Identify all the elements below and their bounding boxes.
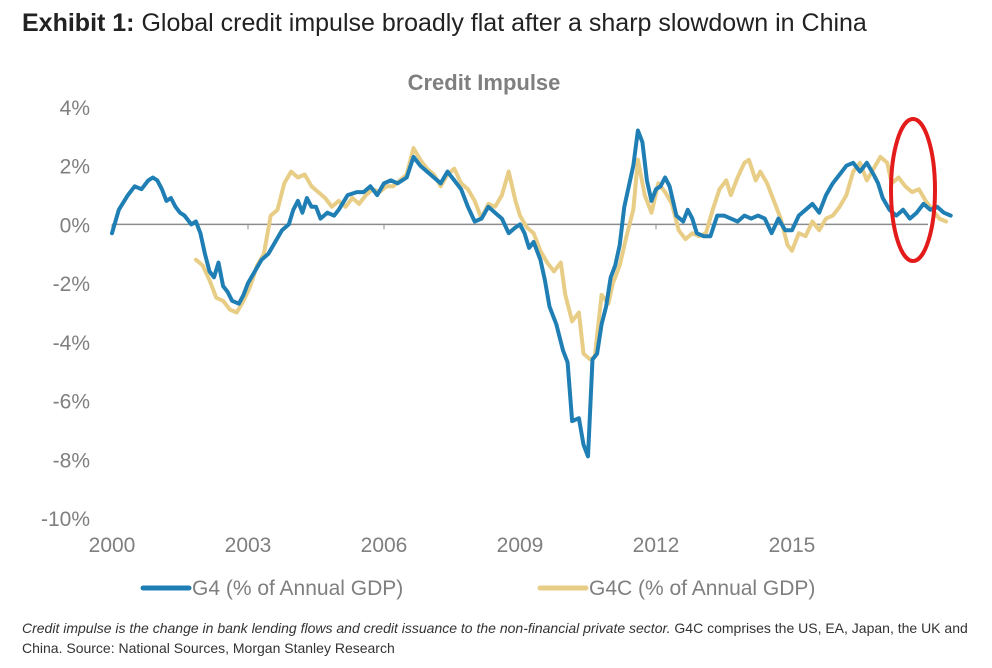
x-axis: 2000 2003 2006 2009 2012 2015: [89, 223, 928, 557]
y-tick-label: 0%: [60, 214, 90, 237]
x-tick-label: 2003: [225, 534, 272, 557]
y-tick-label: -6%: [53, 391, 90, 414]
footnote-source: G4C comprises the US, EA, Japan, the UK …: [22, 620, 968, 656]
y-axis: 4% 2% 0% -2% -4% -6% -8% -10%: [41, 97, 90, 531]
y-tick-label: 4%: [60, 97, 90, 120]
y-tick-label: -2%: [53, 273, 90, 296]
g4c-series-line: [193, 146, 949, 362]
chart-title: Credit Impulse: [408, 70, 561, 95]
x-tick-label: 2015: [769, 534, 816, 557]
x-tick-label: 2000: [89, 534, 136, 557]
y-tick-label: 2%: [60, 156, 90, 179]
exhibit-label: Exhibit 1:: [22, 9, 135, 37]
series-lines: [110, 128, 953, 459]
footnote: Credit impulse is the change in bank len…: [22, 618, 982, 658]
legend: G4 (% of Annual GDP) G4C (% of Annual GDP…: [140, 577, 815, 600]
y-tick-label: -10%: [41, 508, 90, 531]
highlight-ring: [889, 117, 937, 263]
legend-item-g4: G4 (% of Annual GDP): [192, 577, 403, 600]
credit-impulse-chart: Credit Impulse 4% 2% 0% -2% -4% -6% -8% -10% 20…: [41, 70, 953, 600]
g4-series-line: [110, 128, 953, 459]
x-tick-label: 2006: [361, 534, 408, 557]
x-tick-label: 2009: [497, 534, 544, 557]
legend-item-g4c: G4C (% of Annual GDP): [589, 577, 815, 600]
exhibit-title: Exhibit 1: Global credit impulse broadly…: [22, 8, 867, 38]
y-tick-label: -4%: [53, 332, 90, 355]
y-tick-label: -8%: [53, 449, 90, 472]
footnote-definition: Credit impulse is the change in bank len…: [22, 620, 671, 636]
x-tick-label: 2012: [633, 534, 680, 557]
exhibit-headline: Global credit impulse broadly flat after…: [141, 9, 867, 37]
